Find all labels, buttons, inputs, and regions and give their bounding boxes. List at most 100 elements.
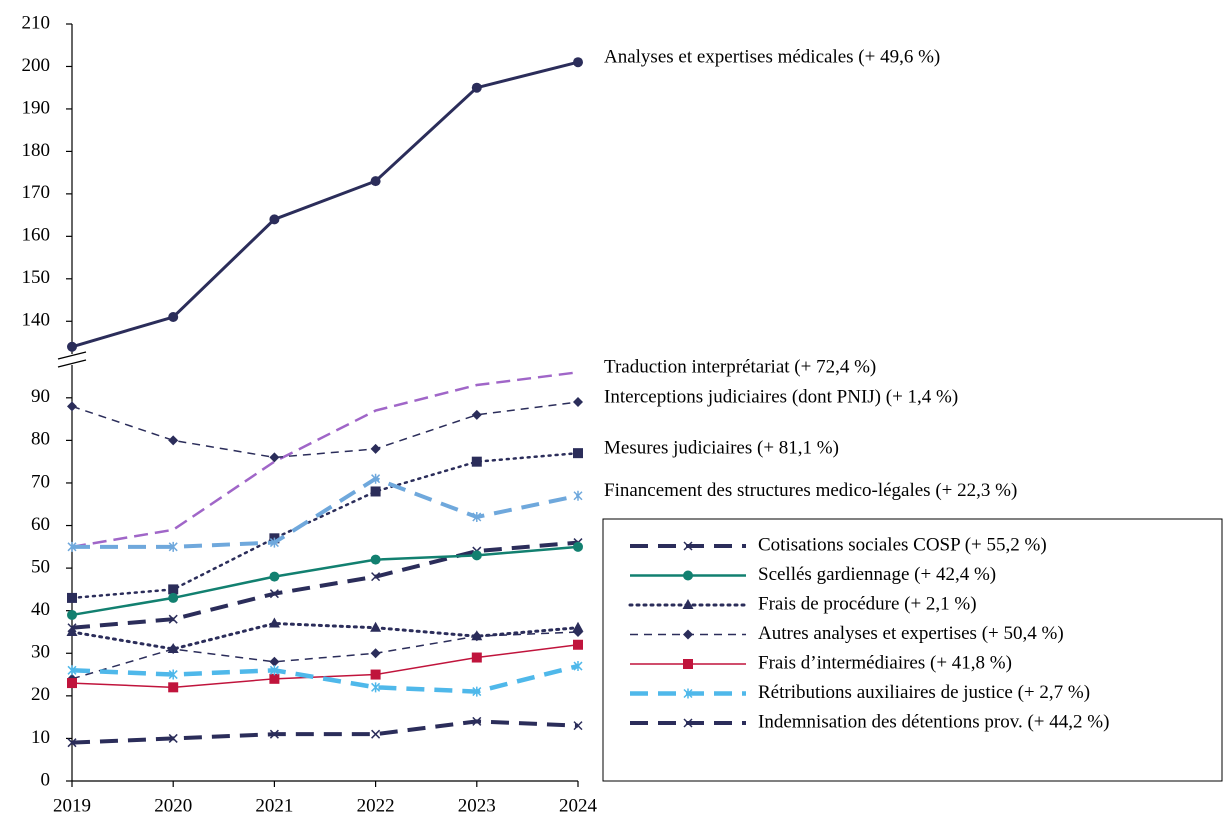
- marker: [268, 617, 280, 628]
- series-line: [72, 476, 579, 549]
- marker: [269, 665, 279, 676]
- axis-break: [57, 351, 87, 360]
- series-label: Mesures judiciaires (+ 81,1 %): [604, 438, 839, 459]
- marker: [269, 656, 280, 667]
- legend-label: Scellés gardiennage (+ 42,4 %): [758, 564, 996, 585]
- marker: [370, 648, 381, 659]
- marker: [168, 312, 179, 323]
- series-line: [71, 540, 579, 630]
- marker: [168, 435, 179, 446]
- marker: [371, 682, 381, 693]
- y-tick-label: 50: [31, 556, 50, 577]
- marker: [370, 443, 381, 454]
- marker: [371, 473, 381, 484]
- legend-label: Frais d’intermédiaires (+ 41,8 %): [758, 652, 1012, 673]
- series-line: [71, 401, 579, 459]
- y-tick-label: 140: [22, 310, 51, 331]
- marker: [683, 688, 693, 699]
- y-tick-label: 0: [41, 769, 51, 790]
- marker: [168, 614, 178, 624]
- marker: [370, 554, 381, 565]
- x-tick-label: 2022: [357, 795, 395, 816]
- marker: [683, 659, 693, 669]
- marker: [472, 512, 482, 523]
- marker: [168, 644, 179, 655]
- y-tick-label: 160: [22, 225, 51, 246]
- marker: [370, 176, 381, 187]
- marker: [573, 397, 583, 408]
- y-tick-label: 80: [31, 429, 50, 450]
- marker: [683, 541, 693, 551]
- series-line: [71, 60, 579, 349]
- marker: [67, 678, 77, 689]
- y-tick-label: 210: [22, 12, 51, 33]
- y-tick-label: 200: [22, 55, 51, 76]
- series-line: [71, 631, 579, 680]
- marker: [168, 541, 178, 552]
- x-tick-label: 2021: [255, 795, 293, 816]
- marker: [370, 669, 381, 680]
- series-line: [71, 371, 579, 549]
- y-tick-label: 180: [22, 140, 51, 161]
- marker: [168, 584, 179, 595]
- series-label: Financement des structures medico-légale…: [604, 480, 1017, 501]
- y-tick-label: 60: [31, 514, 50, 535]
- series-line: [70, 451, 580, 600]
- marker: [67, 609, 77, 620]
- legend-label: Frais de procédure (+ 2,1 %): [758, 593, 977, 614]
- marker: [269, 537, 279, 548]
- marker: [370, 621, 382, 632]
- marker: [66, 625, 78, 636]
- marker: [472, 716, 482, 726]
- legend-label: Rétributions auxiliaires de justice (+ 2…: [758, 682, 1090, 703]
- series-label: Interceptions judiciaires (dont PNIJ) (+…: [604, 386, 958, 407]
- marker: [573, 626, 583, 637]
- marker: [572, 621, 584, 632]
- series-label: Traduction interprétariat (+ 72,4 %): [604, 357, 876, 378]
- marker: [683, 570, 693, 581]
- marker: [269, 729, 279, 739]
- marker: [67, 401, 77, 412]
- marker: [269, 452, 280, 463]
- y-tick-label: 70: [31, 471, 50, 492]
- y-tick-label: 40: [31, 599, 50, 620]
- marker: [67, 592, 77, 603]
- axis-break: [57, 359, 87, 368]
- x-tick-label: 2024: [559, 795, 598, 816]
- x-tick-label: 2020: [154, 795, 192, 816]
- marker: [269, 673, 280, 684]
- y-tick-label: 20: [31, 684, 50, 705]
- marker: [682, 599, 694, 609]
- marker: [168, 592, 179, 603]
- y-tick-label: 190: [22, 97, 51, 118]
- marker: [573, 721, 583, 731]
- legend-label: Indemnisation des détentions prov. (+ 44…: [758, 711, 1109, 732]
- marker: [67, 738, 77, 748]
- series-line: [70, 621, 580, 651]
- marker: [471, 550, 482, 561]
- legend-box: [602, 518, 1223, 782]
- marker: [168, 733, 178, 743]
- marker: [371, 572, 381, 582]
- marker: [471, 82, 482, 93]
- marker: [67, 541, 77, 552]
- marker: [683, 718, 693, 728]
- marker: [573, 490, 583, 501]
- series-line: [71, 663, 579, 694]
- marker: [168, 682, 179, 693]
- y-tick-label: 170: [22, 182, 51, 203]
- marker: [370, 486, 381, 497]
- axis-break-gap: [58, 354, 86, 365]
- marker: [168, 669, 178, 680]
- marker: [472, 686, 482, 697]
- legend-label: Cotisations sociales COSP (+ 55,2 %): [758, 534, 1047, 555]
- marker: [573, 57, 583, 68]
- series-line: [71, 545, 579, 617]
- marker: [573, 448, 583, 459]
- series-line: [71, 719, 579, 745]
- legend-label: Autres analyses et expertises (+ 50,4 %): [758, 623, 1064, 644]
- marker: [471, 456, 482, 467]
- series-label: Analyses et expertises médicales (+ 49,6…: [604, 47, 940, 68]
- marker: [371, 729, 381, 739]
